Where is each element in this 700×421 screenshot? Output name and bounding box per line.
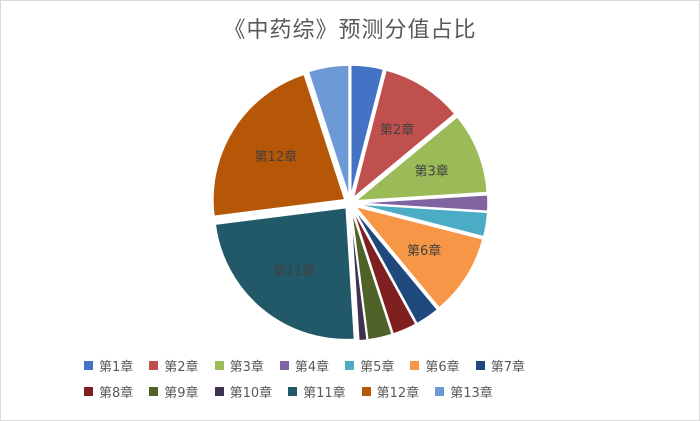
- legend-item-5: 第5章: [345, 356, 394, 375]
- pie-slice-13: [307, 64, 350, 198]
- pie-slice-5: [355, 203, 489, 238]
- legend-item-2: 第2章: [149, 356, 199, 375]
- pie-slice-3: [353, 115, 489, 202]
- legend-item-3: 第3章: [214, 356, 264, 375]
- data-label-2: 第2章: [380, 122, 414, 138]
- legend-row: 第8章 第9章 第10章 第11章 第12章 第13章: [84, 378, 644, 404]
- legend-label: 第3章: [229, 359, 264, 375]
- legend-swatch: [84, 386, 93, 396]
- pie-slice-1: [350, 64, 385, 198]
- legend-item-8: 第8章: [84, 382, 133, 401]
- legend-swatch: [149, 386, 159, 396]
- legend-swatch: [435, 386, 445, 396]
- legend-item-6: 第6章: [410, 356, 460, 375]
- chart-title: 《中药综》预测分值占比: [223, 18, 477, 43]
- legend-label: 第5章: [360, 359, 395, 375]
- legend-label: 第7章: [490, 359, 525, 375]
- pie-slice-11: [214, 206, 356, 341]
- legend-swatch: [410, 360, 420, 370]
- legend-label: 第10章: [229, 385, 273, 401]
- legend-label: 第11章: [303, 385, 346, 401]
- pie-slice-7: [352, 207, 439, 325]
- legend-label: 第13章: [450, 385, 493, 401]
- pie-slice-9: [350, 208, 394, 341]
- legend-swatch: [214, 386, 224, 396]
- pie-slice-6: [353, 204, 484, 309]
- pie-slices: [212, 64, 489, 342]
- data-label-11: 第11章: [273, 264, 316, 280]
- legend-label: 第6章: [425, 359, 460, 375]
- legend-swatch: [345, 360, 355, 370]
- legend-label: 第1章: [99, 359, 134, 375]
- legend-item-7: 第7章: [475, 356, 525, 375]
- legend-item-12: 第12章: [361, 382, 420, 401]
- pie-slice-4: [355, 193, 489, 213]
- pie-slice-2: [351, 69, 456, 200]
- legend-swatch: [475, 360, 485, 370]
- legend-item-13: 第13章: [435, 382, 493, 401]
- legend-label: 第8章: [99, 385, 134, 401]
- legend-swatch: [214, 360, 224, 370]
- legend-swatch: [279, 360, 289, 370]
- legend-item-9: 第9章: [149, 382, 199, 401]
- legend: 第1章 第2章 第3章 第4章 第5章 第6章 第7章 第8章 第9章 第10章 第11章 第12章…: [84, 352, 644, 404]
- legend-row: 第1章 第2章 第3章 第4章 第5章 第6章 第7章: [84, 352, 644, 378]
- legend-label: 第2章: [164, 359, 199, 375]
- legend-label: 第9章: [164, 385, 199, 401]
- pie-slice-12: [212, 73, 346, 218]
- legend-label: 第4章: [294, 359, 330, 375]
- legend-swatch: [149, 360, 159, 370]
- legend-item-4: 第4章: [279, 356, 330, 375]
- legend-swatch: [288, 386, 298, 396]
- legend-label: 第12章: [376, 385, 420, 401]
- data-label-3: 第3章: [415, 164, 449, 180]
- legend-item-10: 第10章: [214, 382, 273, 401]
- legend-swatch: [361, 386, 371, 396]
- pie-slice-10: [349, 208, 368, 342]
- pie-slice-8: [351, 208, 417, 335]
- legend-item-1: 第1章: [84, 356, 133, 375]
- data-label-6: 第6章: [407, 243, 441, 259]
- legend-item-11: 第11章: [288, 382, 346, 401]
- legend-swatch: [84, 360, 93, 370]
- data-label-12: 第12章: [255, 149, 298, 165]
